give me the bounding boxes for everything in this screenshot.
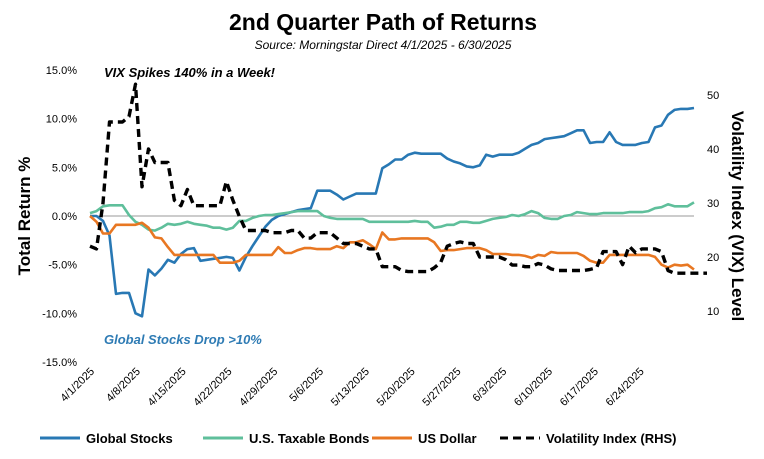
annotation-vix-spike: VIX Spikes 140% in a Week! <box>104 65 276 80</box>
series-line-us-dollar <box>89 215 695 271</box>
series-line-u-s-taxable-bonds <box>89 201 695 232</box>
y-tick-label: -15.0% <box>42 357 77 369</box>
y2-tick-label: 30 <box>707 198 719 210</box>
x-tick-label: 4/22/2025 <box>191 366 234 409</box>
x-tick-label: 4/8/2025 <box>104 366 143 405</box>
annotation-stocks-drop: Global Stocks Drop >10% <box>104 332 262 347</box>
x-tick-label: 4/15/2025 <box>146 366 189 409</box>
x-tick-label: 5/13/2025 <box>329 366 372 409</box>
x-tick-label: 6/24/2025 <box>604 366 647 409</box>
x-tick-label: 5/6/2025 <box>287 366 326 405</box>
left-axis-title: Total Return % <box>15 157 34 276</box>
y-tick-label: -5.0% <box>48 260 77 272</box>
legend-label: U.S. Taxable Bonds <box>249 431 369 446</box>
legend: Global Stocks U.S. Taxable Bonds US Dollar… <box>40 431 677 446</box>
chart-title: 2nd Quarter Path of Returns <box>229 9 537 35</box>
legend-label: Volatility Index (RHS) <box>546 431 677 446</box>
series-line-volatility-index-rhs <box>89 82 707 275</box>
left-axis-ticks: 15.0% 10.0% 5.0% 0.0% -5.0% -10.0% -15.0% <box>42 65 77 369</box>
x-tick-label: 4/29/2025 <box>237 366 280 409</box>
series-group <box>89 82 707 318</box>
y2-tick-label: 40 <box>707 144 719 156</box>
y-tick-label: 5.0% <box>52 162 77 174</box>
y2-tick-label: 50 <box>707 90 719 102</box>
right-axis-title: Volatility Index (VIX) Level <box>728 111 747 321</box>
legend-label: Global Stocks <box>86 431 173 446</box>
y-tick-label: 10.0% <box>46 114 77 126</box>
x-tick-label: 6/17/2025 <box>558 366 601 409</box>
y-tick-label: 15.0% <box>46 65 77 77</box>
chart-subtitle: Source: Morningstar Direct 4/1/2025 - 6/… <box>255 38 512 52</box>
x-axis-ticks: 4/1/2025 4/8/2025 4/15/2025 4/22/2025 4/29/2… <box>58 366 646 409</box>
y2-tick-label: 10 <box>707 306 719 318</box>
x-tick-label: 5/27/2025 <box>420 366 463 409</box>
x-tick-label: 4/1/2025 <box>58 366 97 405</box>
x-tick-label: 6/3/2025 <box>471 366 510 405</box>
series-line-global-stocks <box>90 106 695 318</box>
x-tick-label: 6/10/2025 <box>512 366 555 409</box>
right-axis-ticks: 50 40 30 20 10 <box>707 90 719 318</box>
y-tick-label: 0.0% <box>52 211 77 223</box>
legend-label: US Dollar <box>418 431 477 446</box>
x-tick-label: 5/20/2025 <box>375 366 418 409</box>
y-tick-label: -10.0% <box>42 308 77 320</box>
y2-tick-label: 20 <box>707 252 719 264</box>
